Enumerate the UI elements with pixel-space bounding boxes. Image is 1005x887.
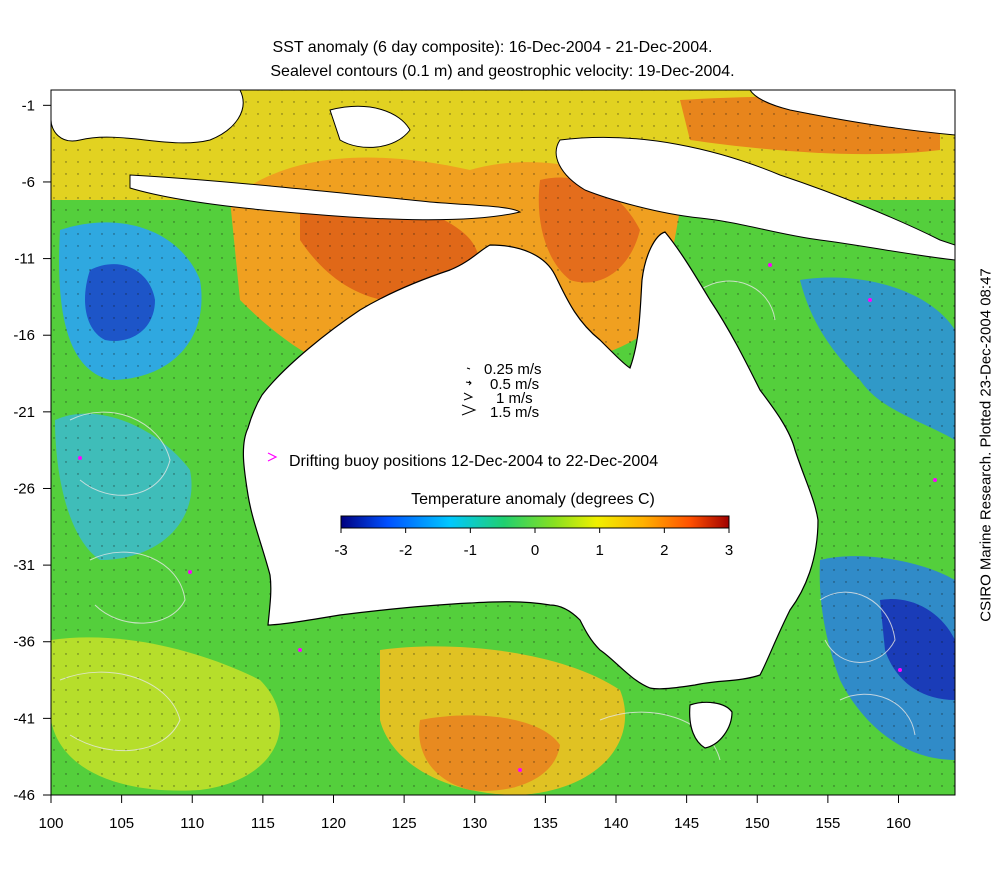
sst-anomaly-field (51, 90, 955, 795)
plot-frame (50, 89, 956, 796)
velocity-arrow-icon-1-5 (461, 404, 477, 416)
colorbar-title: Temperature anomaly (degrees C) (411, 491, 655, 508)
buoy-legend-label: Drifting buoy positions 12-Dec-2004 to 2… (289, 453, 658, 470)
y-tick-label: -21 (13, 404, 35, 421)
velocity-label-0-5: 0.5 m/s (490, 376, 539, 393)
colorbar-tick-label: 1 (595, 542, 603, 559)
x-tick-label: 135 (533, 815, 558, 832)
velocity-arrow-icon-0-5 (465, 380, 472, 386)
x-tick-label: 155 (815, 815, 840, 832)
credit-text: CSIRO Marine Research. Plotted 23-Dec-20… (977, 268, 995, 622)
x-tick-label: 125 (392, 815, 417, 832)
map-title-line2: Sealevel contours (0.1 m) and geostrophi… (270, 63, 735, 80)
map-title-line1: SST anomaly (6 day composite): 16-Dec-20… (272, 39, 713, 56)
y-tick-label: -11 (14, 251, 35, 268)
x-axis: 100 105 110 115 120 125 130 135 140 145 150 155 160 (38, 795, 911, 832)
x-tick-label: 160 (886, 815, 911, 832)
velocity-arrow-icon-0-25 (466, 367, 471, 370)
x-tick-label: 105 (109, 815, 134, 832)
colorbar-tick-label: -3 (334, 542, 347, 559)
x-tick-label: 150 (745, 815, 770, 832)
colorbar-tick-label: -2 (399, 542, 412, 559)
y-tick-label: -31 (13, 557, 35, 574)
velocity-label-1: 1 m/s (496, 390, 533, 407)
x-tick-label: 130 (462, 815, 487, 832)
y-tick-label: -16 (13, 327, 35, 344)
y-tick-label: -6 (22, 174, 35, 191)
colorbar-ticks: -3 -2 -1 0 1 2 3 (334, 528, 733, 559)
velocity-label-0-25: 0.25 m/s (484, 361, 542, 378)
colorbar-tick-label: 0 (531, 542, 539, 559)
x-tick-label: 100 (38, 815, 63, 832)
colorbar-tick-label: 2 (660, 542, 668, 559)
y-tick-label: -46 (13, 787, 35, 804)
x-tick-label: 145 (674, 815, 699, 832)
velocity-arrow-icon-1 (463, 392, 474, 401)
colorbar-tick-label: 3 (725, 542, 733, 559)
y-axis: -1 -6 -11 -16 -21 -26 -31 -36 -41 -46 (13, 97, 51, 804)
velocity-legend (461, 367, 477, 416)
buoy-marker-icon (267, 452, 278, 462)
colorbar-tick-label: -1 (464, 542, 477, 559)
colorbar (340, 515, 730, 529)
x-tick-label: 140 (603, 815, 628, 832)
y-tick-label: -26 (13, 480, 35, 497)
y-tick-label: -1 (22, 97, 35, 114)
x-tick-label: 110 (180, 815, 204, 832)
x-tick-label: 120 (321, 815, 346, 832)
y-tick-label: -36 (13, 634, 35, 651)
x-tick-label: 115 (251, 815, 275, 832)
y-tick-label: -41 (13, 710, 35, 727)
velocity-label-1-5: 1.5 m/s (490, 404, 539, 421)
